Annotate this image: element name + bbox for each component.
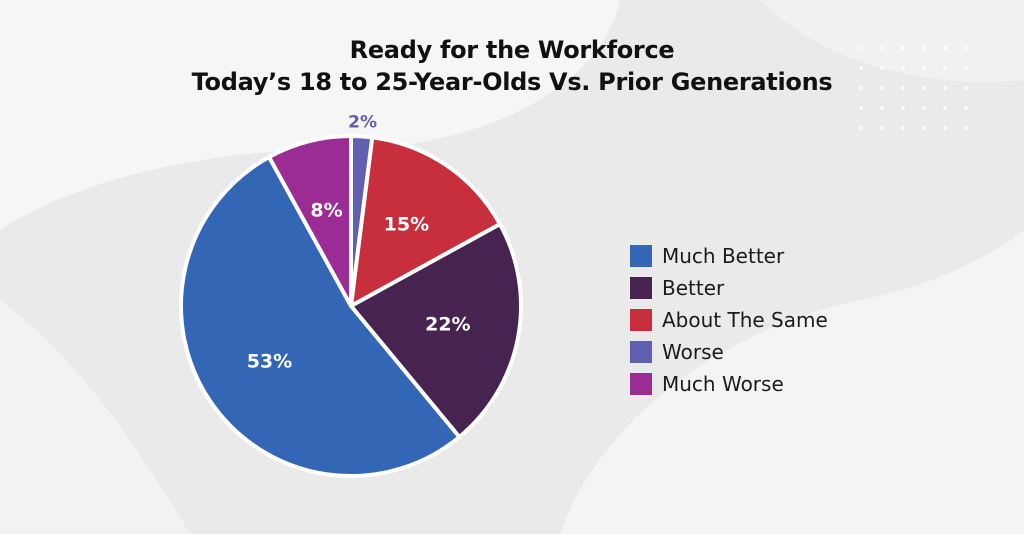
decorative-dot <box>880 46 884 50</box>
data-label-worse: 2% <box>348 112 377 132</box>
decorative-dot <box>922 86 926 90</box>
pie-slice-much-worse <box>267 134 353 308</box>
pie-slice-much-better <box>178 155 462 479</box>
decorative-dot <box>964 46 968 50</box>
legend-label-about-the-same: About The Same <box>662 308 828 332</box>
decorative-dot <box>859 106 863 110</box>
legend-swatch-better <box>630 277 652 299</box>
decorative-dot <box>943 126 947 130</box>
decorative-dot <box>943 86 947 90</box>
decorative-dot <box>859 126 863 130</box>
decorative-dot <box>880 86 884 90</box>
decorative-dot <box>964 126 968 130</box>
decorative-dot <box>859 86 863 90</box>
decorative-dot <box>922 46 926 50</box>
decorative-dot-grid <box>859 46 968 130</box>
legend-item-worse: Worse <box>630 336 828 368</box>
decorative-dot <box>964 66 968 70</box>
decorative-dot <box>901 46 905 50</box>
legend-item-much-better: Much Better <box>630 240 828 272</box>
decorative-dot <box>880 106 884 110</box>
legend-label-much-better: Much Better <box>662 244 785 268</box>
decorative-dot <box>964 106 968 110</box>
chart-title: Ready for the Workforce Today’s 18 to 25… <box>0 34 1024 98</box>
data-label-better: 22% <box>425 313 470 335</box>
decorative-dot <box>922 66 926 70</box>
decorative-dot <box>943 46 947 50</box>
legend-swatch-worse <box>630 341 652 363</box>
legend-label-much-worse: Much Worse <box>662 372 784 396</box>
legend-item-much-worse: Much Worse <box>630 368 828 400</box>
decorative-dot <box>859 66 863 70</box>
data-label-much-worse: 8% <box>310 199 342 221</box>
decorative-dot <box>880 126 884 130</box>
decorative-dot <box>964 86 968 90</box>
decorative-dot <box>880 66 884 70</box>
decorative-dot <box>943 106 947 110</box>
decorative-dot <box>943 66 947 70</box>
chart-title-line-2: Today’s 18 to 25-Year-Olds Vs. Prior Gen… <box>191 68 833 96</box>
data-label-about-the-same: 15% <box>384 213 429 235</box>
decorative-dot <box>922 106 926 110</box>
decorative-dot <box>859 46 863 50</box>
decorative-dot <box>901 126 905 130</box>
legend-label-worse: Worse <box>662 340 724 364</box>
pie-slice-about-the-same <box>349 135 502 308</box>
data-label-much-better: 53% <box>247 350 292 372</box>
chart-title-line-1: Ready for the Workforce <box>349 36 675 64</box>
legend-item-better: Better <box>630 272 828 304</box>
decorative-dot <box>922 126 926 130</box>
pie-slice-better <box>349 222 523 439</box>
legend-label-better: Better <box>662 276 725 300</box>
legend-swatch-much-better <box>630 245 652 267</box>
legend-swatch-much-worse <box>630 373 652 395</box>
decorative-dot <box>901 106 905 110</box>
decorative-dot <box>901 86 905 90</box>
legend-swatch-about-the-same <box>630 309 652 331</box>
legend-item-about-the-same: About The Same <box>630 304 828 336</box>
decorative-dot <box>901 66 905 70</box>
chart-legend: Much Better Better About The Same Worse … <box>630 240 828 400</box>
